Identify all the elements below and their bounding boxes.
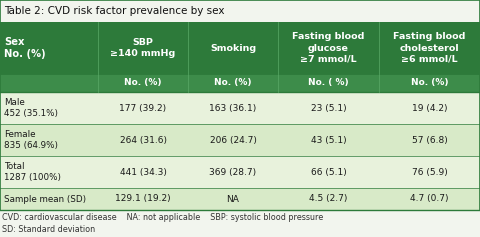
Text: CVD: cardiovascular disease    NA: not applicable    SBP: systolic blood pressur: CVD: cardiovascular disease NA: not appl… [2,214,323,223]
Bar [98,156,188,188]
Text: 369 (28.7): 369 (28.7) [209,168,257,177]
Text: 23 (5.1): 23 (5.1) [311,104,346,113]
Text: 66 (5.1): 66 (5.1) [311,168,347,177]
Text: 163 (36.1): 163 (36.1) [209,104,257,113]
Text: No. (%): No. (%) [124,78,162,87]
Bar [98,74,188,92]
Bar [278,156,379,188]
Text: No. ( %): No. ( %) [308,78,349,87]
Bar [188,22,278,74]
Text: 441 (34.3): 441 (34.3) [120,168,167,177]
Text: Female
835 (64.9%): Female 835 (64.9%) [4,130,58,150]
Bar [98,188,188,210]
Bar [379,22,480,74]
Text: Smoking: Smoking [210,44,256,53]
Text: 43 (5.1): 43 (5.1) [311,136,346,145]
Bar [98,124,188,156]
Text: 264 (31.6): 264 (31.6) [120,136,167,145]
Text: 76 (5.9): 76 (5.9) [412,168,447,177]
Bar [98,92,188,124]
Bar [0,92,98,124]
Bar [278,22,379,74]
Bar [188,74,278,92]
Bar [379,124,480,156]
Bar [0,156,98,188]
Text: Total
1287 (100%): Total 1287 (100%) [4,162,61,182]
Bar [188,188,278,210]
Text: 129.1 (19.2): 129.1 (19.2) [115,195,171,204]
Text: SD: Standard deviation: SD: Standard deviation [2,224,95,233]
Text: Sex
No. (%): Sex No. (%) [4,37,46,59]
Bar [0,0,480,22]
Bar [379,156,480,188]
Text: SBP
≥140 mmHg: SBP ≥140 mmHg [110,38,176,58]
Text: 4.7 (0.7): 4.7 (0.7) [410,195,449,204]
Text: No. (%): No. (%) [214,78,252,87]
Bar [0,188,98,210]
Bar [278,124,379,156]
Bar [379,92,480,124]
Text: Sample mean (SD): Sample mean (SD) [4,195,86,204]
Bar [188,124,278,156]
Text: Fasting blood
glucose
≥7 mmol/L: Fasting blood glucose ≥7 mmol/L [292,32,365,64]
Bar [278,188,379,210]
Bar [188,156,278,188]
Text: No. (%): No. (%) [411,78,448,87]
Bar [0,74,98,92]
Text: Male
452 (35.1%): Male 452 (35.1%) [4,98,58,118]
Bar [379,188,480,210]
Bar [379,74,480,92]
Text: Table 2: CVD risk factor prevalence by sex: Table 2: CVD risk factor prevalence by s… [4,6,225,16]
Bar [0,22,98,74]
Text: 177 (39.2): 177 (39.2) [120,104,167,113]
Bar [188,92,278,124]
Text: 4.5 (2.7): 4.5 (2.7) [309,195,348,204]
Text: NA: NA [227,195,240,204]
Bar [98,22,188,74]
Text: Fasting blood
cholesterol
≥6 mmol/L: Fasting blood cholesterol ≥6 mmol/L [393,32,466,64]
Bar [278,92,379,124]
Text: 57 (6.8): 57 (6.8) [412,136,447,145]
Bar [0,124,98,156]
Text: 19 (4.2): 19 (4.2) [412,104,447,113]
Bar [278,74,379,92]
Text: 206 (24.7): 206 (24.7) [210,136,256,145]
